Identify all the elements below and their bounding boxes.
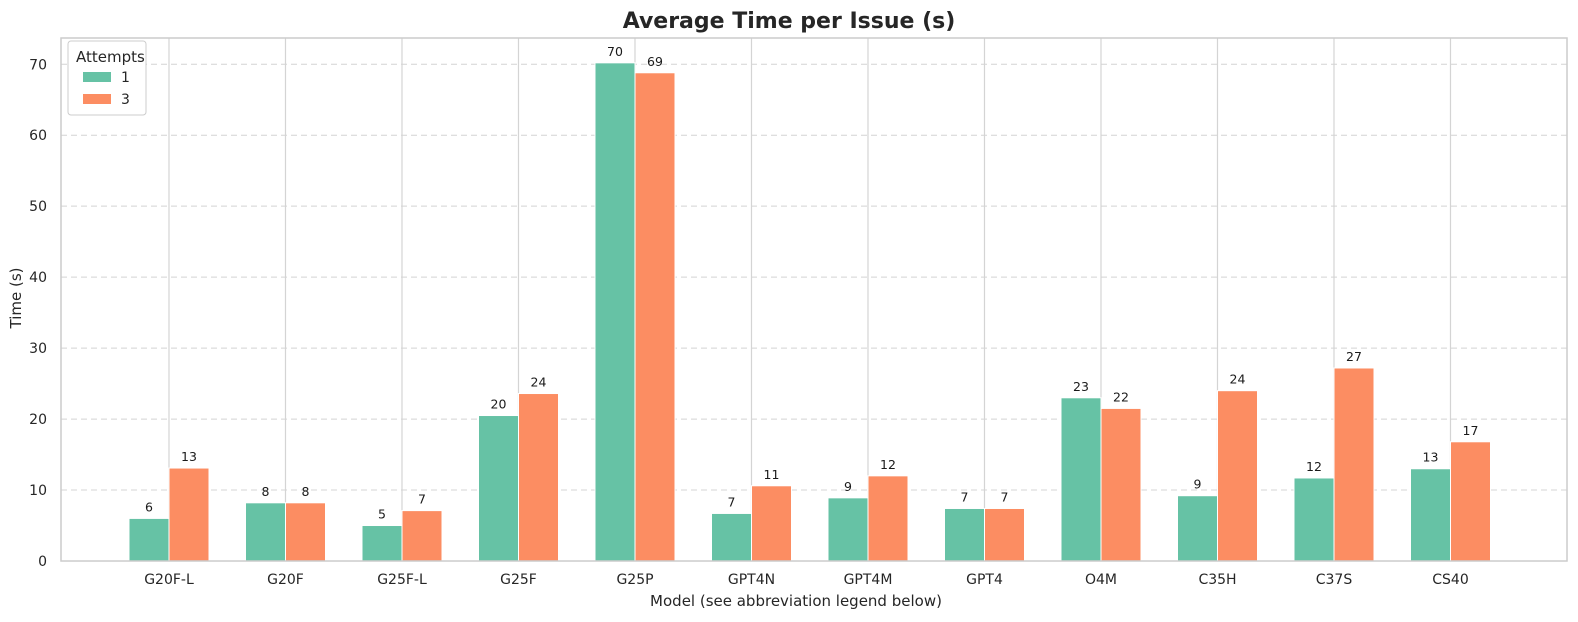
bar-series-3-O4M (1100, 407, 1142, 562)
data-label-series-1-GPT4M: 9 (844, 479, 852, 494)
y-axis-label: Time (s) (7, 268, 25, 330)
bar-series-3-GPT4 (984, 507, 1025, 562)
x-tick-label: C37S (1316, 572, 1353, 588)
bar-series-1-GPT4N (711, 512, 752, 562)
x-tick-label: CS40 (1432, 572, 1468, 588)
data-label-series-1-O4M: 23 (1073, 379, 1089, 394)
y-tick-label: 60 (29, 128, 47, 144)
bars (128, 62, 1491, 562)
bar-series-1-G25F (478, 415, 519, 562)
bar-series-3-C37S (1333, 367, 1375, 562)
bar-series-1-O4M (1060, 397, 1102, 562)
plot-frame (60, 37, 1568, 562)
x-tick-label: G20F-L (144, 572, 194, 588)
y-tick-label: 70 (29, 57, 47, 73)
bar-series-1-C35H (1177, 495, 1218, 562)
y-tick-label: 20 (29, 412, 47, 428)
data-label-series-3-GPT4: 7 (1001, 489, 1009, 504)
legend-title: Attempts (76, 48, 145, 66)
bar-series-1-G20F-L (128, 517, 170, 562)
x-tick-label: O4M (1085, 572, 1117, 588)
bar-series-3-C35H (1217, 390, 1258, 562)
x-axis-label: Model (see abbreviation legend below) (650, 592, 942, 610)
bar-series-1-G20F (245, 502, 286, 562)
x-tick-label: G25F-L (377, 572, 427, 588)
bar-series-3-G25F (518, 393, 559, 562)
data-label-series-3-G20F: 8 (302, 484, 310, 499)
data-label-series-1-C35H: 9 (1194, 477, 1202, 492)
legend-label-series-1: 1 (121, 70, 130, 86)
data-label-series-3-G25P: 69 (647, 54, 663, 69)
bar-series-1-G25F-L (361, 525, 403, 562)
data-label-series-3-C35H: 24 (1230, 372, 1246, 387)
data-label-series-1-C37S: 12 (1306, 459, 1322, 474)
legend-swatch-series-3 (83, 94, 111, 104)
bar-series-3-GPT4M (867, 475, 909, 562)
legend: Attempts 1 3 (67, 40, 147, 116)
x-tick-label: G20F (267, 572, 304, 588)
data-label-series-3-O4M: 22 (1113, 389, 1129, 404)
x-tick-label: GPT4M (844, 572, 893, 588)
x-tick-label: GPT4 (966, 572, 1003, 588)
data-labels: 6 8 5 20 70 7 9 7 23 9 12 13 13 8 7 24 69 11 12 7 22 24 27 17 (145, 44, 1478, 522)
data-label-series-3-GPT4M: 12 (880, 457, 896, 472)
data-label-series-1-G25F-L: 5 (378, 507, 386, 522)
data-label-series-3-G20F-L: 13 (181, 449, 197, 464)
bar-series-3-G25P (634, 72, 676, 562)
x-tick-label: G25F (500, 572, 537, 588)
bar-series-1-GPT4M (827, 497, 869, 562)
bar-series-3-CS40 (1450, 441, 1491, 562)
data-label-series-1-GPT4: 7 (961, 489, 969, 504)
y-tick-label: 50 (29, 199, 47, 215)
data-label-series-3-CS40: 17 (1463, 423, 1479, 438)
data-label-series-1-CS40: 13 (1423, 450, 1439, 465)
bar-series-3-G20F (285, 502, 326, 562)
chart-title: Average Time per Issue (s) (623, 9, 956, 34)
bar-series-3-G20F-L (168, 467, 210, 562)
x-tick-label: GPT4N (728, 572, 775, 588)
data-label-series-3-C37S: 27 (1346, 349, 1362, 364)
bar-series-1-C37S (1293, 477, 1335, 562)
y-tick-label: 30 (29, 341, 47, 357)
data-label-series-3-G25F: 24 (531, 375, 547, 390)
data-label-series-1-GPT4N: 7 (728, 494, 736, 509)
x-tick-label: C35H (1198, 572, 1236, 588)
legend-label-series-3: 3 (121, 92, 130, 108)
bar-series-3-G25F-L (401, 510, 443, 562)
data-label-series-1-G20F-L: 6 (145, 499, 153, 514)
plot-area (61, 38, 1567, 561)
data-label-series-1-G25P: 70 (607, 44, 623, 59)
data-label-series-1-G25F: 20 (491, 397, 507, 412)
x-tick-label: G25P (616, 572, 653, 588)
legend-swatch-series-1 (83, 72, 111, 82)
bar-series-3-GPT4N (751, 485, 792, 562)
y-tick-label: 10 (29, 483, 47, 499)
bar-series-1-GPT4 (944, 507, 985, 562)
bar-series-1-CS40 (1410, 468, 1451, 562)
y-tick-labels: 0 10 20 30 40 50 60 70 (29, 57, 47, 570)
data-label-series-1-G20F: 8 (262, 484, 270, 499)
y-tick-label: 0 (38, 554, 47, 570)
x-tick-labels: G20F-L G20F G25F-L G25F G25P GPT4N GPT4M GPT4 O4… (144, 572, 1469, 588)
data-label-series-3-G25F-L: 7 (418, 492, 426, 507)
data-label-series-3-GPT4N: 11 (764, 467, 780, 482)
y-tick-label: 40 (29, 270, 47, 286)
bar-series-1-G25P (594, 62, 636, 562)
